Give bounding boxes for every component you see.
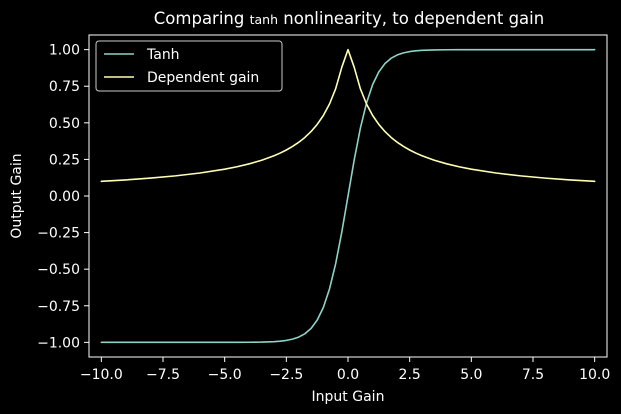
x-tick-label: −10.0 (80, 367, 123, 383)
y-tick-label: 0.25 (49, 152, 80, 168)
x-axis-label: Input Gain (312, 389, 385, 405)
x-tick-label: 0.0 (337, 367, 359, 383)
chart-title-prefix: Comparing (154, 9, 250, 28)
y-axis-label: Output Gain (9, 153, 25, 238)
x-tick-label: 2.5 (399, 367, 421, 383)
y-tick-label: −1.00 (37, 335, 80, 351)
x-tick-label: 10.0 (579, 367, 610, 383)
axis-ticks: −10.0 −7.5 −5.0 −2.5 0.0 2.5 5.0 7.5 10.0 1.00 0.7… (37, 43, 610, 383)
y-tick-label: 0.50 (49, 116, 80, 132)
x-tick-label: −2.5 (269, 367, 303, 383)
legend: Tanh Dependent gain (95, 40, 283, 92)
plot-area (100, 48, 596, 344)
x-tick-label: 7.5 (522, 367, 544, 383)
y-tick-label: −0.50 (37, 262, 80, 278)
x-tick-label: 5.0 (460, 367, 482, 383)
legend-box (95, 40, 283, 92)
y-tick-label: 0.75 (49, 79, 80, 95)
series-line-dependent-gain (100, 48, 596, 183)
chart-title: Comparing tanh nonlinearity, to dependen… (154, 9, 544, 28)
y-tick-label: 0.00 (49, 189, 80, 205)
legend-label: Dependent gain (147, 70, 259, 86)
y-tick-label: −0.75 (37, 299, 80, 315)
y-tick-label: 1.00 (49, 43, 80, 59)
x-tick-label: −7.5 (146, 367, 180, 383)
chart-title-small-word: tanh (250, 12, 278, 27)
x-tick-label: −5.0 (208, 367, 242, 383)
series-line-tanh (100, 48, 596, 344)
y-tick-label: −0.25 (37, 226, 80, 242)
legend-label: Tanh (146, 47, 180, 63)
chart-title-suffix: nonlinearity, to dependent gain (278, 9, 544, 28)
